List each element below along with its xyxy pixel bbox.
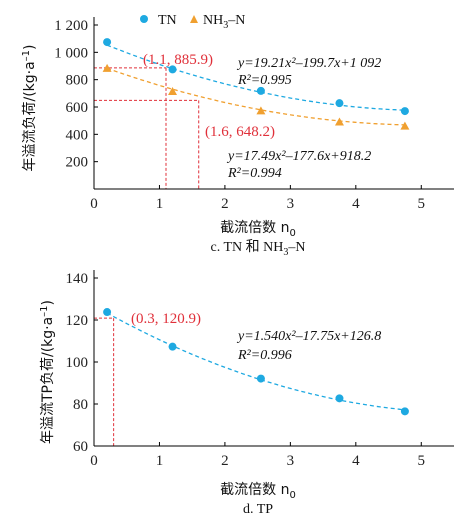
y-tick-label: 120 (66, 313, 89, 329)
equation-tp: y=1.540x²–17.75x+126.8 (236, 329, 381, 344)
guide-lines (94, 317, 115, 446)
x-tick-label: 0 (90, 453, 98, 469)
x-tick-label: 0 (90, 196, 98, 212)
annotation-label-2: (1.6, 648.2) (205, 124, 275, 140)
data-point-triangle (168, 87, 178, 96)
y-tick-label: 100 (66, 355, 89, 371)
tick-labels: 0 1 2 3 4 5 200 400 600 800 1 000 1 200 (54, 18, 425, 212)
y-tick-label: 140 (66, 271, 89, 287)
y-tick-label: 600 (66, 100, 89, 116)
y-tick-label: 800 (66, 73, 89, 89)
chart-panel-tp: 0 1 2 3 4 5 60 80 100 120 140 y=1.540x²–17.75x+126… (39, 270, 454, 517)
x-axis-label-d: 截流倍数 n0 (220, 482, 296, 501)
fit-curve-tp (106, 312, 405, 411)
data-point-circle (400, 107, 409, 116)
data-point-triangle (334, 117, 344, 126)
equation-tn: y=19.21x²–199.7x+1 092 (236, 56, 381, 71)
legend-marker-nh3n (190, 15, 198, 23)
data-points (102, 38, 410, 130)
y-axis-label-d: 年溢流TP负荷/(kg·a–1) (39, 300, 56, 444)
annotation-label-1: (1.1, 885.9) (143, 52, 213, 68)
data-point-circle (168, 342, 177, 351)
x-tick-label: 2 (221, 453, 229, 469)
x-tick-label: 5 (418, 453, 426, 469)
tick-labels: 0 1 2 3 4 5 60 80 100 120 140 (66, 271, 426, 469)
x-tick-label: 4 (352, 453, 360, 469)
guide-lines (94, 67, 200, 189)
fit-curves (106, 312, 405, 411)
y-tick-label: 1 000 (54, 45, 88, 61)
x-tick-label: 5 (418, 196, 426, 212)
x-tick-label: 3 (287, 453, 295, 469)
equation-nh3n: y=17.49x²–177.6x+918.2 (226, 149, 371, 164)
x-tick-label: 3 (287, 196, 295, 212)
data-point-circle (168, 65, 177, 74)
data-point-circle (256, 86, 265, 95)
data-point-triangle (400, 121, 410, 130)
annotation-label-3: (0.3, 120.9) (131, 311, 201, 327)
chart-panel-tn-nh3n: 0 1 2 3 4 5 200 400 600 800 1 000 1 200 TN NH3–N y=… (21, 13, 454, 258)
data-point-circle (335, 394, 344, 403)
data-point-triangle (256, 106, 266, 115)
fit-curve-nh3n (106, 67, 405, 126)
x-tick-label: 1 (156, 453, 164, 469)
fit-curve-tn (106, 44, 405, 111)
x-axis-label-c: 截流倍数 n0 (220, 220, 296, 239)
data-point-circle (335, 99, 344, 108)
data-point-circle (400, 407, 409, 416)
fit-curves (106, 44, 405, 126)
r2-tn: R²=0.995 (237, 73, 292, 88)
x-tick-label: 1 (156, 196, 164, 212)
y-tick-label: 80 (73, 397, 88, 413)
data-point-circle (256, 374, 265, 383)
legend-label-nh3n: NH3–N (203, 13, 245, 31)
caption-d: d. TP (243, 502, 273, 517)
data-point-triangle (102, 63, 112, 72)
y-axis-label-c: 年溢流负荷/(kg·a–1) (21, 44, 38, 171)
r2-nh3n: R²=0.994 (227, 166, 282, 181)
x-tick-label: 4 (352, 196, 360, 212)
data-points (103, 308, 409, 416)
y-tick-label: 400 (66, 127, 89, 143)
legend-marker-tn (140, 15, 148, 23)
r2-tp: R²=0.996 (237, 348, 292, 363)
y-tick-label: 60 (73, 439, 88, 455)
data-point-circle (103, 38, 112, 47)
y-tick-label: 1 200 (54, 18, 88, 34)
caption-c: c. TN 和 NH3–N (211, 239, 306, 258)
axes (93, 17, 454, 190)
x-tick-label: 2 (221, 196, 229, 212)
legend: TN NH3–N (140, 13, 245, 31)
axes (93, 270, 454, 447)
y-tick-label: 200 (66, 155, 89, 171)
legend-label-tn: TN (158, 13, 177, 28)
data-point-circle (103, 308, 112, 317)
